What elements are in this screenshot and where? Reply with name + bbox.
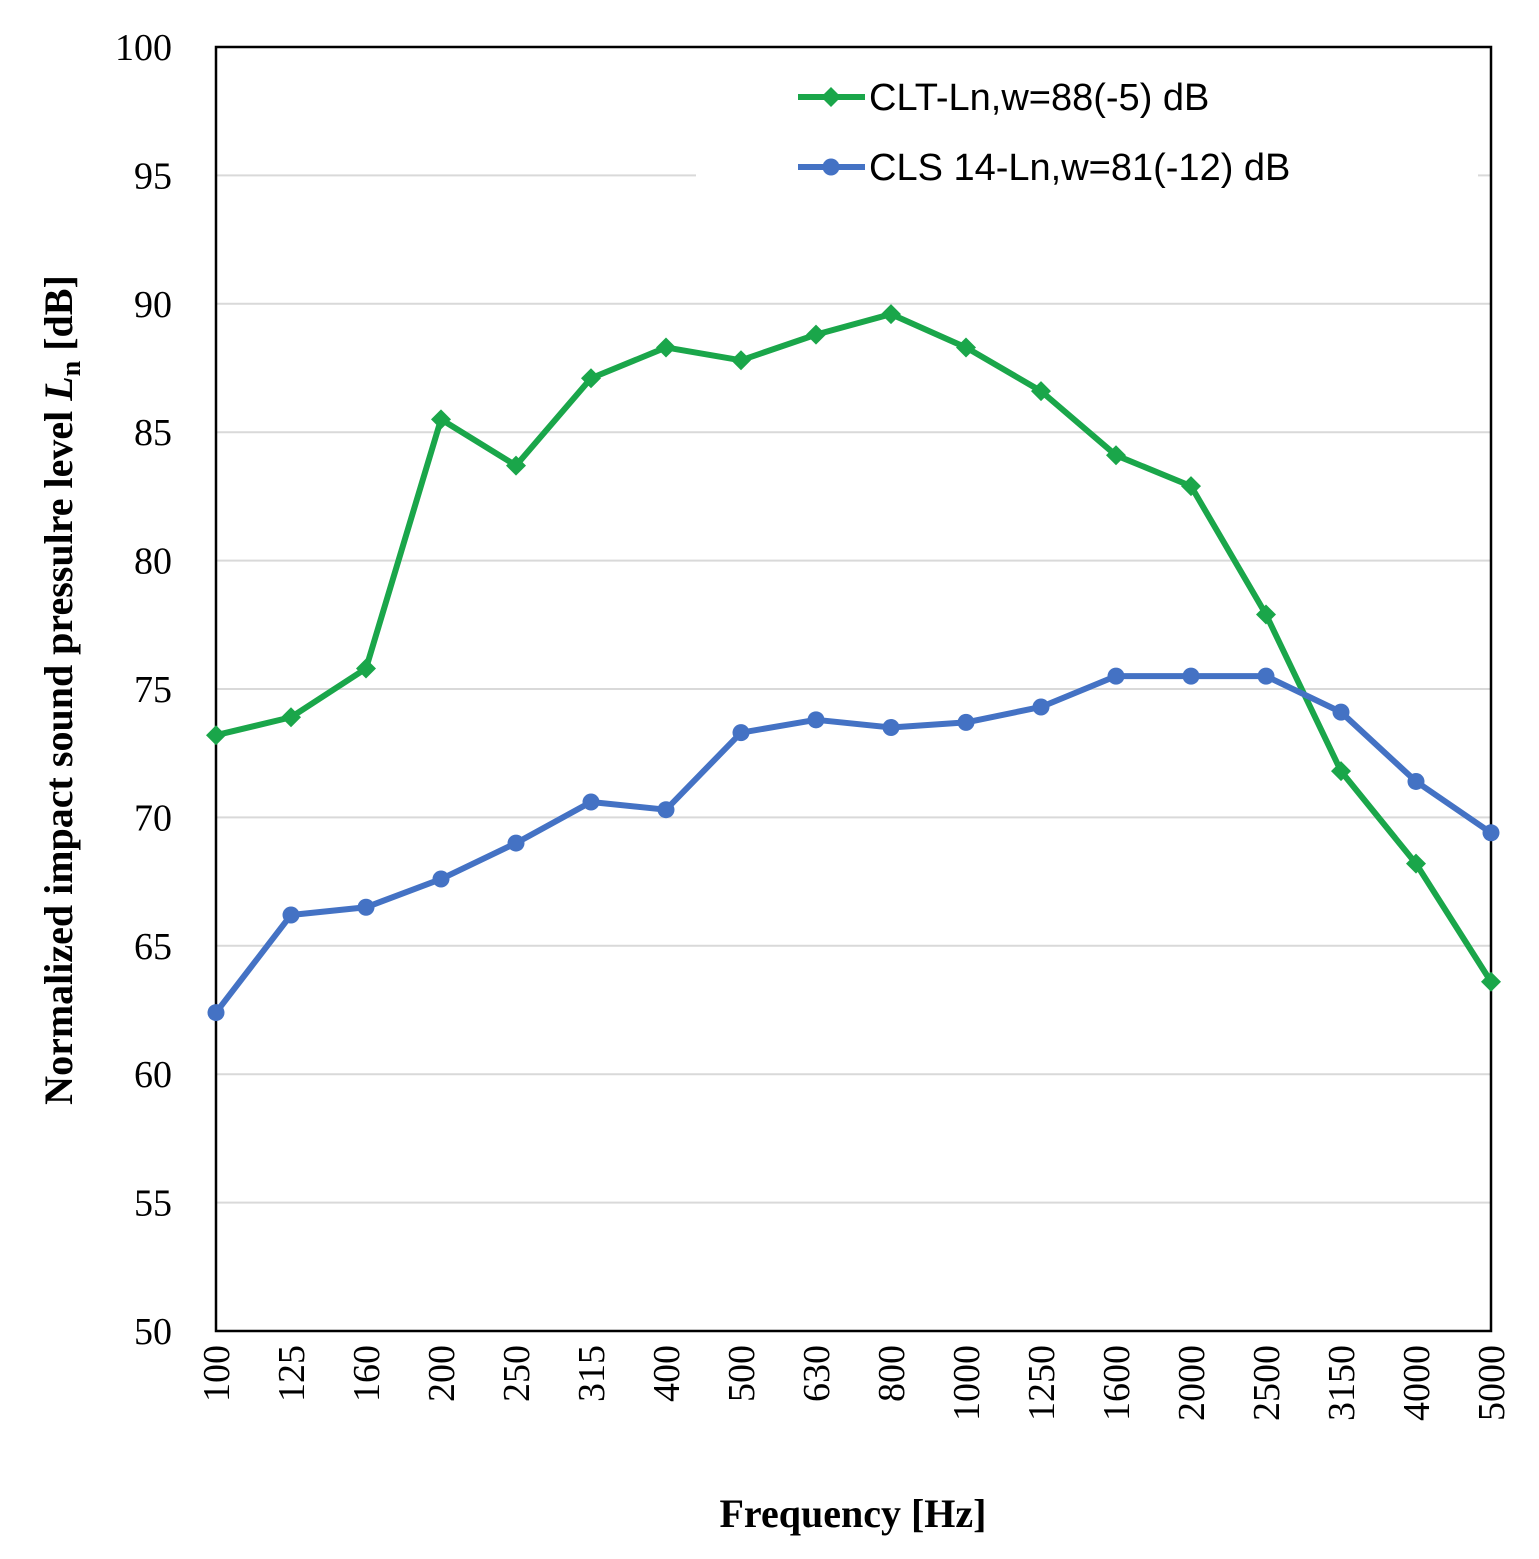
data-point <box>1256 604 1276 625</box>
x-tick-label: 500 <box>721 1345 763 1402</box>
data-point <box>1181 476 1201 497</box>
legend-marker-cls <box>822 158 840 176</box>
x-tick-label: 630 <box>796 1345 838 1402</box>
data-point <box>1257 667 1275 685</box>
data-point <box>882 719 900 737</box>
x-tick-label: 100 <box>196 1345 238 1402</box>
x-tick-label: 200 <box>421 1345 463 1402</box>
legend-entry-cls: CLS 14-Ln,w=81(-12) dB <box>798 147 1290 189</box>
y-tick-label: 80 <box>134 541 172 583</box>
data-point <box>507 834 525 852</box>
data-point <box>1032 698 1050 716</box>
y-tick-label: 70 <box>134 797 172 839</box>
data-point <box>206 725 226 746</box>
series-line <box>215 311 1494 984</box>
legend-marker-clt <box>821 87 841 107</box>
x-tick-label: 800 <box>871 1345 913 1402</box>
data-point <box>957 713 975 731</box>
data-point <box>506 455 526 476</box>
y-axis-title-subscript: n <box>56 360 87 376</box>
x-tick-label: 250 <box>496 1345 538 1402</box>
x-tick-label: 400 <box>646 1345 688 1402</box>
y-tick-label: 90 <box>134 284 172 326</box>
series-lines <box>206 304 1501 1022</box>
series-line <box>213 673 1493 1015</box>
x-tick-label: 5000 <box>1471 1345 1513 1421</box>
data-point <box>956 337 976 358</box>
data-point <box>731 350 751 371</box>
data-point <box>432 870 450 888</box>
series-cls <box>207 667 1500 1022</box>
x-tick-label: 4000 <box>1396 1345 1438 1421</box>
legend-label-cls: CLS 14-Ln,w=81(-12) dB <box>869 147 1290 189</box>
data-point <box>1481 971 1501 992</box>
data-point <box>1107 667 1125 685</box>
x-tick-label: 160 <box>346 1345 388 1402</box>
y-axis-title-unit: [dB] <box>36 275 81 361</box>
y-tick-labels: 50 55 60 65 70 75 80 85 90 95 100 <box>115 27 172 1353</box>
legend-background <box>696 62 1478 200</box>
data-point <box>732 724 750 742</box>
x-axis-title: Frequency [Hz] <box>720 1491 987 1536</box>
data-point <box>1182 667 1200 685</box>
data-point <box>807 711 825 729</box>
y-axis-title: Normalized impact sound pressulre level … <box>36 275 87 1105</box>
data-point <box>282 906 300 924</box>
y-axis-title-symbol: L <box>36 376 81 401</box>
y-tick-label: 95 <box>134 155 172 197</box>
x-tick-label: 2000 <box>1171 1345 1213 1421</box>
data-point <box>1331 761 1351 782</box>
y-tick-label: 50 <box>134 1311 172 1353</box>
data-point <box>1106 445 1126 466</box>
data-point <box>657 801 675 819</box>
data-point <box>581 368 601 389</box>
x-tick-label: 1000 <box>946 1345 988 1421</box>
x-tick-label: 315 <box>571 1345 613 1402</box>
data-point <box>1031 381 1051 402</box>
x-tick-label: 1250 <box>1021 1345 1063 1421</box>
data-point <box>357 898 375 916</box>
plot-area <box>214 45 1493 1333</box>
y-tick-label: 75 <box>134 669 172 711</box>
data-point <box>656 337 676 358</box>
x-tick-label: 3150 <box>1321 1345 1363 1421</box>
data-point <box>281 707 301 728</box>
data-point <box>806 324 826 345</box>
x-tick-label: 1600 <box>1096 1345 1138 1421</box>
y-tick-label: 100 <box>115 27 172 69</box>
series-clt <box>206 304 1501 992</box>
y-tick-label: 60 <box>134 1054 172 1096</box>
data-point <box>431 409 451 430</box>
legend-label-clt: CLT-Ln,w=88(-5) dB <box>869 77 1209 119</box>
y-axis-title-main: Normalized impact sound pressulre level <box>36 401 81 1105</box>
data-point <box>1406 853 1426 874</box>
y-tick-label: 65 <box>134 926 172 968</box>
legend-box <box>696 62 1478 200</box>
data-point <box>207 1004 225 1022</box>
data-point <box>1332 703 1350 721</box>
x-tick-label: 125 <box>271 1345 313 1402</box>
y-tick-label: 55 <box>134 1183 172 1225</box>
y-tick-label: 85 <box>134 412 172 454</box>
data-point <box>1407 772 1425 790</box>
legend: CLT-Ln,w=88(-5) dB CLS 14-Ln,w=81(-12) d… <box>798 77 1290 189</box>
data-point <box>881 304 901 325</box>
data-point <box>1482 824 1500 842</box>
x-tick-labels: 100 125 160 200 250 315 400 500 630 800 1000 1250 16… <box>196 1345 1513 1421</box>
x-tick-label: 2500 <box>1246 1345 1288 1421</box>
data-point <box>356 658 376 679</box>
data-point <box>582 793 600 811</box>
legend-entry-clt: CLT-Ln,w=88(-5) dB <box>798 77 1209 119</box>
